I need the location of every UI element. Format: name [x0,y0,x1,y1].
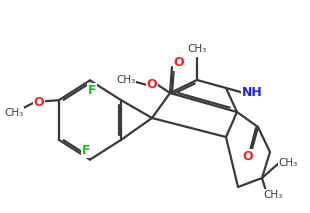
Text: CH₃: CH₃ [116,75,136,85]
Text: O: O [147,79,157,92]
Text: CH₃: CH₃ [4,108,24,118]
Text: O: O [33,96,44,109]
Text: NH: NH [241,86,262,99]
Text: O: O [174,56,184,69]
Text: CH₃: CH₃ [278,158,298,168]
Text: F: F [88,84,96,97]
Text: CH₃: CH₃ [187,44,207,54]
Text: CH₃: CH₃ [264,190,283,200]
Text: O: O [243,150,253,163]
Text: F: F [82,144,90,157]
